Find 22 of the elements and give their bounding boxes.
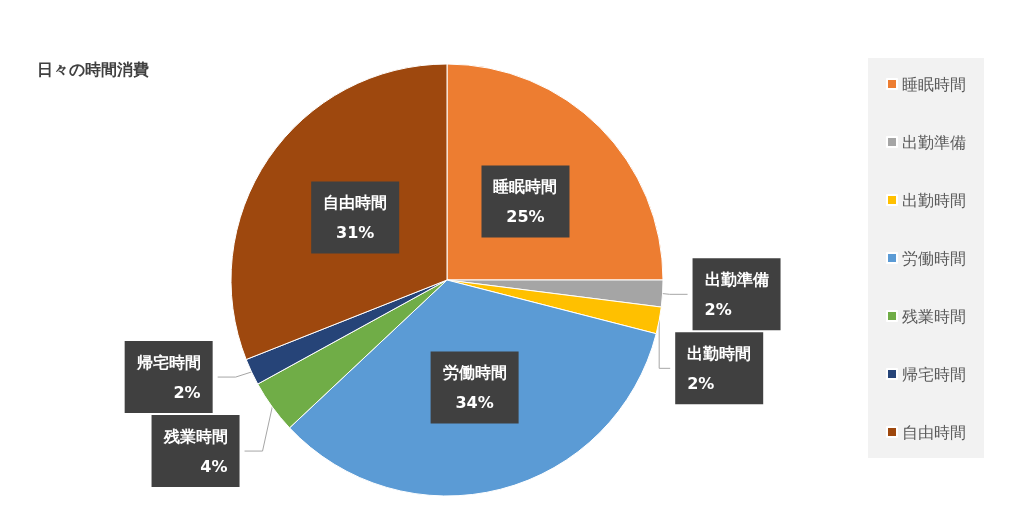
data-label: 4% (200, 456, 228, 476)
legend-label: 労働時間 (902, 248, 966, 268)
slice-label: 出勤準備 (704, 269, 769, 289)
legend-label: 帰宅時間 (902, 364, 966, 384)
data-label: 2% (173, 382, 201, 402)
data-label: 2% (687, 373, 715, 393)
slice-label: 労働時間 (442, 363, 507, 383)
legend-label: 出勤時間 (902, 190, 966, 210)
legend-label: 残業時間 (902, 306, 966, 326)
legend-label: 出勤準備 (902, 132, 966, 152)
legend-label: 睡眠時間 (902, 74, 966, 94)
data-label: 34% (455, 393, 494, 413)
data-label: 31% (336, 223, 375, 243)
slice-label: 出勤時間 (687, 343, 752, 363)
slice-label: 睡眠時間 (493, 177, 558, 197)
slice-label: 残業時間 (162, 426, 228, 446)
data-label: 25% (506, 207, 545, 227)
legend-label: 自由時間 (902, 422, 966, 442)
slice-label: 自由時間 (323, 193, 388, 213)
slice-label: 帰宅時間 (135, 352, 201, 372)
data-label: 2% (704, 299, 732, 319)
chart-title: 日々の時間消費 (37, 59, 149, 79)
